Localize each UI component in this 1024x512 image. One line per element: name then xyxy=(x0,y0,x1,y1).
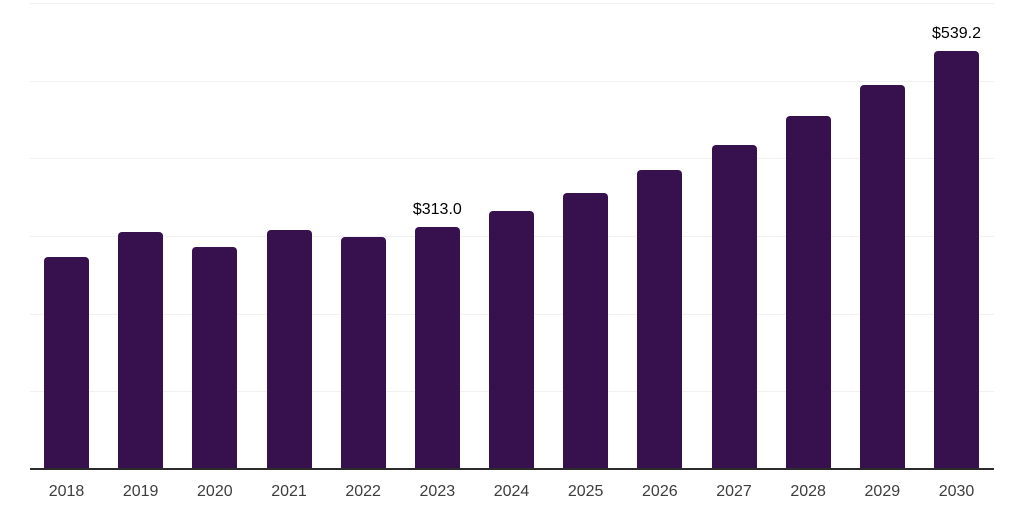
x-tick-label-2024: 2024 xyxy=(493,483,530,500)
x-tick-label-2025: 2025 xyxy=(567,483,604,500)
bar-2018 xyxy=(44,256,89,470)
value-label-2030: $539.2 xyxy=(932,25,981,43)
gridline xyxy=(30,158,994,160)
x-tick-label-2022: 2022 xyxy=(345,483,381,500)
bar-2028 xyxy=(785,116,831,470)
plot-area: $313.0 $539.2 xyxy=(30,0,994,470)
x-tick-label-2030: 2030 xyxy=(938,483,975,500)
gridline xyxy=(30,3,994,4)
bar-2026 xyxy=(637,169,683,470)
bar-2027 xyxy=(711,145,757,470)
x-tick-label-2027: 2027 xyxy=(716,483,752,500)
x-tick-label-2026: 2026 xyxy=(642,483,678,500)
gridline xyxy=(30,80,994,82)
bar-2030 xyxy=(934,51,979,470)
bar-2023 xyxy=(414,226,460,470)
bar-2029 xyxy=(859,85,905,470)
bar-2020 xyxy=(192,247,238,470)
value-label-2023: $313.0 xyxy=(412,200,462,218)
x-tick-label-2029: 2029 xyxy=(864,483,901,500)
x-tick-label-2023: 2023 xyxy=(419,483,456,500)
x-tick-label-2021: 2021 xyxy=(271,483,307,500)
bar-2021 xyxy=(266,230,312,470)
bar-2025 xyxy=(563,192,609,470)
bar-2022 xyxy=(340,237,386,470)
x-tick-label-2018: 2018 xyxy=(48,483,85,500)
x-tick-label-2028: 2028 xyxy=(790,483,826,500)
x-tick-label-2019: 2019 xyxy=(122,483,159,500)
x-axis-line xyxy=(30,468,994,470)
x-tick-label-2020: 2020 xyxy=(197,483,233,500)
bar-2024 xyxy=(489,211,534,470)
bar-2019 xyxy=(118,232,164,470)
